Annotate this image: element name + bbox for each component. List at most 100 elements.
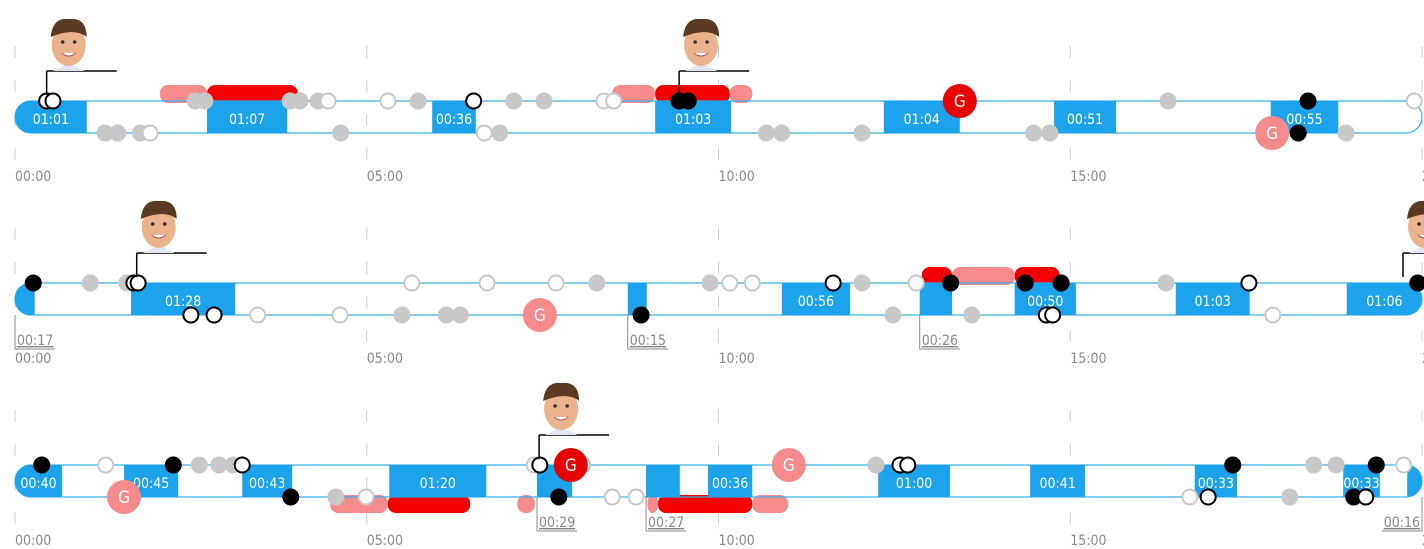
event-dot (701, 274, 719, 292)
block-label: 00:51 (1067, 112, 1103, 128)
avatar-face (51, 24, 86, 66)
event-dot (1264, 306, 1282, 324)
event-dot (409, 92, 427, 110)
player-avatar (45, 18, 117, 95)
event-dot (332, 124, 350, 142)
player-avatar (135, 200, 207, 277)
tick-label: 10:00 (719, 533, 755, 549)
event-dot (465, 92, 483, 110)
event-dot (1327, 456, 1345, 474)
goal-label: G (118, 488, 130, 508)
event-dot (1016, 274, 1034, 292)
event-dot (1025, 124, 1043, 142)
possession-block (1054, 101, 1116, 133)
goal-marker (1255, 116, 1290, 150)
avatar-eye (553, 404, 557, 408)
penalty-bar (517, 495, 535, 513)
event-dot (547, 274, 565, 292)
event-dot (33, 456, 51, 474)
block-label: 01:07 (229, 112, 265, 128)
event-dot (24, 274, 42, 292)
tick-label: 15:00 (1070, 351, 1106, 367)
event-dot (393, 306, 411, 324)
possession-block (707, 465, 753, 497)
event-dot (196, 92, 214, 110)
event-dot (491, 124, 509, 142)
player-avatar (1402, 200, 1424, 277)
goal-marker (107, 480, 142, 514)
avatar-hair (683, 18, 720, 37)
event-dot (319, 92, 337, 110)
event-dot (1409, 274, 1424, 292)
event-dot (853, 274, 871, 292)
block-label: 00:43 (249, 476, 285, 492)
penalty-bar (207, 85, 298, 103)
goal-label: G (534, 306, 546, 326)
avatar-mouth (693, 52, 709, 57)
penalty-bar (657, 495, 753, 513)
timeline-row: 00:00 05:00 10:00 15:00 20:00 01:01 01:07 00:36… (14, 18, 1424, 185)
event-dot (824, 274, 842, 292)
avatar-mouth (1417, 234, 1424, 239)
event-dot (291, 92, 309, 110)
event-dot (249, 306, 267, 324)
goal-marker (522, 298, 557, 332)
event-dot (550, 488, 568, 506)
possession-block (646, 465, 680, 497)
block-label: 01:01 (33, 112, 69, 128)
event-dot (743, 274, 761, 292)
avatar-eye (60, 40, 65, 44)
event-dot (721, 274, 739, 292)
event-dot (603, 488, 621, 506)
event-dot (757, 124, 775, 142)
event-dot (379, 92, 397, 110)
event-dot (505, 92, 523, 110)
player-avatar (538, 382, 610, 459)
tick-label: 15:00 (1070, 533, 1106, 549)
event-dot (1052, 274, 1070, 292)
avatar-collar (1409, 245, 1424, 253)
possession-block (1030, 465, 1086, 497)
event-dot (81, 274, 99, 292)
block-label: 00:33 (1343, 476, 1379, 492)
block-label: 00:55 (1286, 112, 1322, 128)
event-dot (588, 274, 606, 292)
avatar-collar (685, 63, 718, 71)
event-dot (535, 92, 553, 110)
possession-block (389, 465, 487, 497)
timeline-row: 00:00 05:00 10:00 15:00 20:00 00:40 00:45 00:43… (14, 382, 1424, 549)
avatar-collar (52, 63, 85, 71)
avatar-eye (150, 222, 155, 226)
event-dot (205, 306, 223, 324)
event-dot (327, 488, 345, 506)
possession-block (207, 101, 288, 133)
avatar-collar (545, 427, 578, 435)
block-label: 00:36 (436, 112, 472, 128)
event-dot (679, 92, 697, 110)
event-dot (605, 92, 623, 110)
avatar-mouth (553, 416, 569, 421)
penalty-bar (647, 495, 658, 513)
block-label: 01:28 (165, 294, 201, 310)
penalty-bar (729, 85, 753, 103)
event-dot (403, 274, 421, 292)
tick-label: 20:00 (1422, 169, 1424, 185)
avatar-face (684, 24, 719, 66)
event-dot (1199, 488, 1217, 506)
event-dot (233, 456, 251, 474)
tick-label: 05:00 (367, 169, 403, 185)
event-dot (773, 124, 791, 142)
tick-label: 10:00 (719, 351, 755, 367)
event-dot (1041, 124, 1059, 142)
event-dot (963, 306, 981, 324)
event-dot (451, 306, 469, 324)
tick-label: 15:00 (1070, 169, 1106, 185)
event-dot (867, 456, 885, 474)
event-dot (1181, 488, 1199, 506)
event-dot (182, 306, 200, 324)
block-label: 01:20 (420, 476, 456, 492)
penalty-bar (952, 267, 1015, 285)
event-dot (1367, 456, 1385, 474)
block-label: 01:03 (675, 112, 711, 128)
event-dot (129, 274, 147, 292)
